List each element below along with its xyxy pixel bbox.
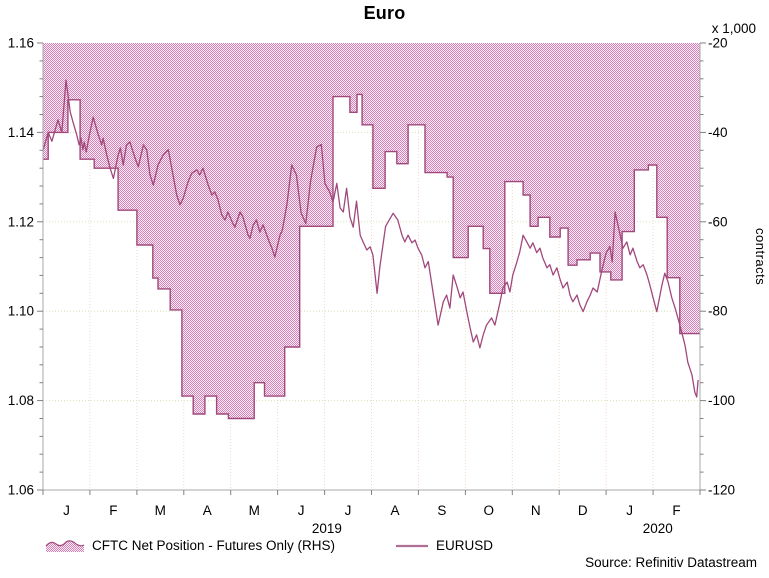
chart-legend: CFTC Net Position - Futures Only (RHS) E… bbox=[0, 537, 769, 557]
right-axis-unit-label: x 1,000 bbox=[711, 21, 756, 36]
x-axis-month-label: M bbox=[249, 503, 260, 518]
right-axis-tick-label: -60 bbox=[708, 214, 728, 229]
left-axis-tick-label: 1.08 bbox=[8, 393, 34, 408]
left-axis-tick-label: 1.06 bbox=[8, 483, 34, 498]
legend-label-cftc: CFTC Net Position - Futures Only (RHS) bbox=[92, 538, 336, 553]
x-axis-month-label: J bbox=[626, 503, 633, 518]
x-axis-month-label: S bbox=[437, 503, 446, 518]
eurusd-line bbox=[42, 79, 699, 398]
cftc-net-position-area bbox=[43, 43, 700, 419]
x-axis-month-label: A bbox=[390, 503, 399, 518]
x-axis-month-label: O bbox=[484, 503, 495, 518]
right-axis-tick-label: -20 bbox=[708, 36, 728, 51]
legend-area-swatch-edge bbox=[45, 540, 85, 547]
left-axis-tick-label: 1.12 bbox=[8, 214, 34, 229]
legend-label-eurusd: EURUSD bbox=[436, 538, 494, 553]
x-axis-year-label: 2019 bbox=[312, 521, 342, 536]
x-axis-month-label: J bbox=[298, 503, 305, 518]
x-axis-month-label: D bbox=[578, 503, 588, 518]
chart-title: Euro bbox=[363, 3, 406, 23]
x-axis-month-label: N bbox=[531, 503, 541, 518]
x-axis-month-label: A bbox=[203, 503, 212, 518]
source-attribution: Source: Refinitiv Datastream bbox=[585, 555, 757, 570]
x-axis-month-label: F bbox=[672, 503, 680, 518]
right-axis-tick-label: -120 bbox=[708, 483, 735, 498]
x-axis-month-label: M bbox=[155, 503, 166, 518]
left-axis-tick-label: 1.14 bbox=[8, 125, 35, 140]
x-axis-year-label: 2020 bbox=[643, 521, 673, 536]
right-axis-tick-label: -80 bbox=[708, 304, 728, 319]
cftc-net-position-area-edge bbox=[43, 93, 700, 420]
x-axis-month-label: J bbox=[63, 503, 70, 518]
right-axis-tick-label: -100 bbox=[708, 393, 735, 408]
left-axis-tick-label: 1.16 bbox=[8, 36, 34, 51]
left-axis-tick-label: 1.10 bbox=[8, 304, 34, 319]
x-axis-month-label: F bbox=[109, 503, 117, 518]
x-axis-month-label: J bbox=[345, 503, 352, 518]
right-axis-title: contracts bbox=[753, 228, 768, 286]
right-axis-tick-label: -40 bbox=[708, 125, 728, 140]
